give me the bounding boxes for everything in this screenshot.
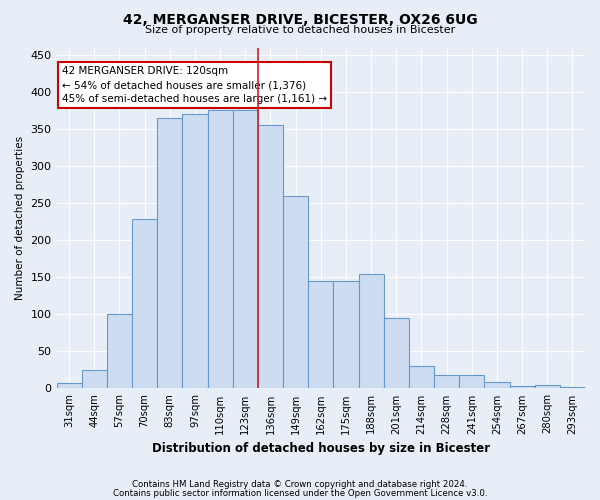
Text: Contains HM Land Registry data © Crown copyright and database right 2024.: Contains HM Land Registry data © Crown c…: [132, 480, 468, 489]
Bar: [383, 318, 409, 388]
Bar: [334, 281, 359, 388]
Bar: [409, 366, 434, 388]
Y-axis label: Number of detached properties: Number of detached properties: [15, 136, 25, 300]
Text: 42, MERGANSER DRIVE, BICESTER, OX26 6UG: 42, MERGANSER DRIVE, BICESTER, OX26 6UG: [122, 12, 478, 26]
Bar: [560, 387, 585, 388]
Bar: [509, 386, 535, 388]
Bar: [107, 314, 132, 388]
Bar: [233, 110, 258, 388]
Text: 42 MERGANSER DRIVE: 120sqm
← 54% of detached houses are smaller (1,376)
45% of s: 42 MERGANSER DRIVE: 120sqm ← 54% of deta…: [62, 66, 327, 104]
Bar: [459, 375, 484, 388]
Bar: [208, 110, 233, 388]
Bar: [283, 196, 308, 388]
Bar: [132, 220, 157, 388]
Bar: [82, 370, 107, 388]
Bar: [484, 382, 509, 388]
Text: Size of property relative to detached houses in Bicester: Size of property relative to detached ho…: [145, 25, 455, 35]
Bar: [258, 126, 283, 388]
Text: Contains public sector information licensed under the Open Government Licence v3: Contains public sector information licen…: [113, 490, 487, 498]
Bar: [434, 375, 459, 388]
Bar: [56, 382, 82, 388]
Bar: [535, 384, 560, 388]
Bar: [359, 274, 383, 388]
X-axis label: Distribution of detached houses by size in Bicester: Distribution of detached houses by size …: [152, 442, 490, 455]
Bar: [182, 114, 208, 388]
Bar: [157, 118, 182, 388]
Bar: [308, 281, 334, 388]
